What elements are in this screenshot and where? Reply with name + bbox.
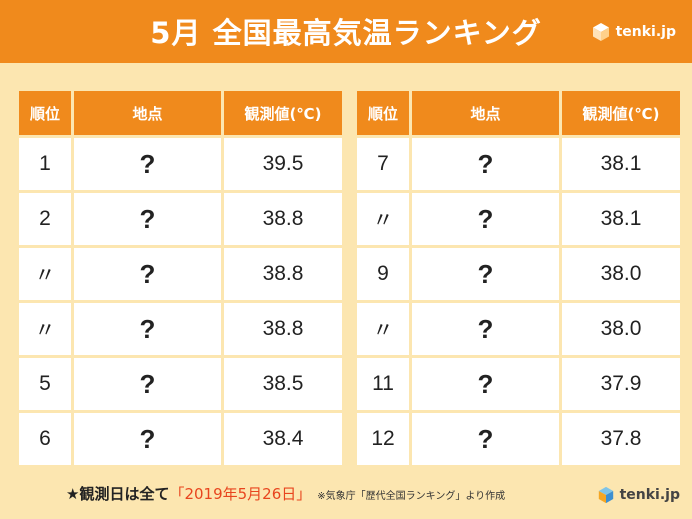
source-note: ※気象庁「歴代全国ランキング」より作成 [317,491,506,502]
rank-cell: 7 [357,138,409,190]
footnote-lead: ★観測日は全て [66,485,170,503]
observation-date-note: ★観測日は全て「2019年5月26日」 [66,483,311,504]
value-cell: 38.4 [224,413,342,465]
header-value: 観測値(℃) [224,91,342,135]
rank-cell: 12 [357,413,409,465]
place-cell: ? [412,193,559,245]
page-title: 5月 全国最高気温ランキング [150,16,542,50]
value-cell: 38.8 [224,303,342,355]
rank-cell: 9 [357,248,409,300]
title-banner: 5月 全国最高気温ランキング tenki.jp [0,0,692,63]
rank-cell: 〃 [357,303,409,355]
footer-note: ★観測日は全て「2019年5月26日」 ※気象庁「歴代全国ランキング」より作成 [66,483,505,504]
header-place: 地点 [74,91,221,135]
place-cell: ? [412,358,559,410]
rank-cell: 〃 [19,303,71,355]
rank-cell: 5 [19,358,71,410]
place-cell: ? [74,193,221,245]
ranking-table-left: 順位 地点 観測値(℃) 1 ? 39.5 2 ? 38.8 〃 ? 38.8 … [16,88,345,468]
rank-cell: 2 [19,193,71,245]
table-row: 〃 ? 38.8 [19,248,342,300]
place-cell: ? [74,358,221,410]
table-row: 7 ? 38.1 [357,138,680,190]
rank-cell: 〃 [357,193,409,245]
place-cell: ? [74,413,221,465]
ranking-table-right: 順位 地点 観測値(℃) 7 ? 38.1 〃 ? 38.1 9 ? 38.0 … [354,88,683,468]
value-cell: 38.8 [224,193,342,245]
value-cell: 38.0 [562,303,680,355]
brand-logo: tenki.jp [591,22,676,42]
place-cell: ? [412,413,559,465]
place-cell: ? [412,248,559,300]
table-row: 1 ? 39.5 [19,138,342,190]
place-cell: ? [74,248,221,300]
table-row: 〃 ? 38.0 [357,303,680,355]
brand-logo-footer: tenki.jp [597,486,680,504]
value-cell: 38.1 [562,193,680,245]
value-cell: 39.5 [224,138,342,190]
table-row: 〃 ? 38.8 [19,303,342,355]
observation-date: 「2019年5月26日」 [169,485,312,503]
tenki-cube-logo-icon [597,486,615,504]
rank-cell: 11 [357,358,409,410]
place-cell: ? [74,138,221,190]
value-cell: 37.8 [562,413,680,465]
place-cell: ? [412,303,559,355]
rank-cell: 6 [19,413,71,465]
table-row: 5 ? 38.5 [19,358,342,410]
value-cell: 37.9 [562,358,680,410]
brand-name-footer: tenki.jp [619,487,680,503]
table-header-row: 順位 地点 観測値(℃) [357,91,680,135]
table-row: 6 ? 38.4 [19,413,342,465]
rank-cell: 〃 [19,248,71,300]
place-cell: ? [74,303,221,355]
header-place: 地点 [412,91,559,135]
tenki-cube-logo-icon [591,22,611,42]
brand-name: tenki.jp [615,24,676,40]
table-row: 〃 ? 38.1 [357,193,680,245]
table-row: 12 ? 37.8 [357,413,680,465]
header-value: 観測値(℃) [562,91,680,135]
table-row: 11 ? 37.9 [357,358,680,410]
header-rank: 順位 [357,91,409,135]
header-rank: 順位 [19,91,71,135]
value-cell: 38.5 [224,358,342,410]
value-cell: 38.8 [224,248,342,300]
value-cell: 38.1 [562,138,680,190]
rank-cell: 1 [19,138,71,190]
table-row: 2 ? 38.8 [19,193,342,245]
place-cell: ? [412,138,559,190]
table-row: 9 ? 38.0 [357,248,680,300]
table-header-row: 順位 地点 観測値(℃) [19,91,342,135]
value-cell: 38.0 [562,248,680,300]
